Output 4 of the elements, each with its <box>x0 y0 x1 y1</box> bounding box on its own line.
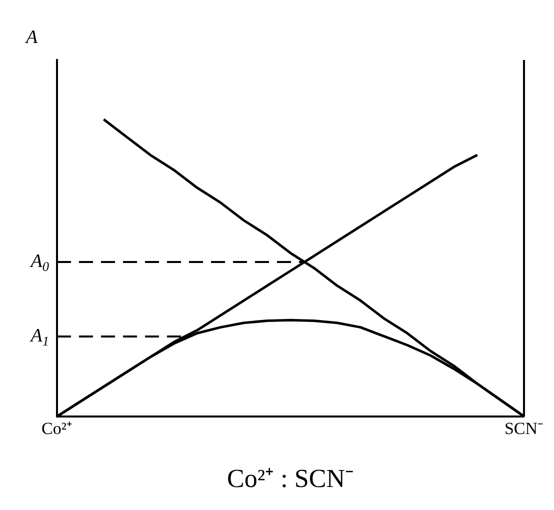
x-tick-label: Co²⁺ <box>42 419 72 438</box>
x-axis-title: Co²⁺ : SCN⁻ <box>227 464 354 494</box>
x-tick-label: SCN⁻ <box>504 419 544 438</box>
y-axis-title: A <box>24 27 38 48</box>
